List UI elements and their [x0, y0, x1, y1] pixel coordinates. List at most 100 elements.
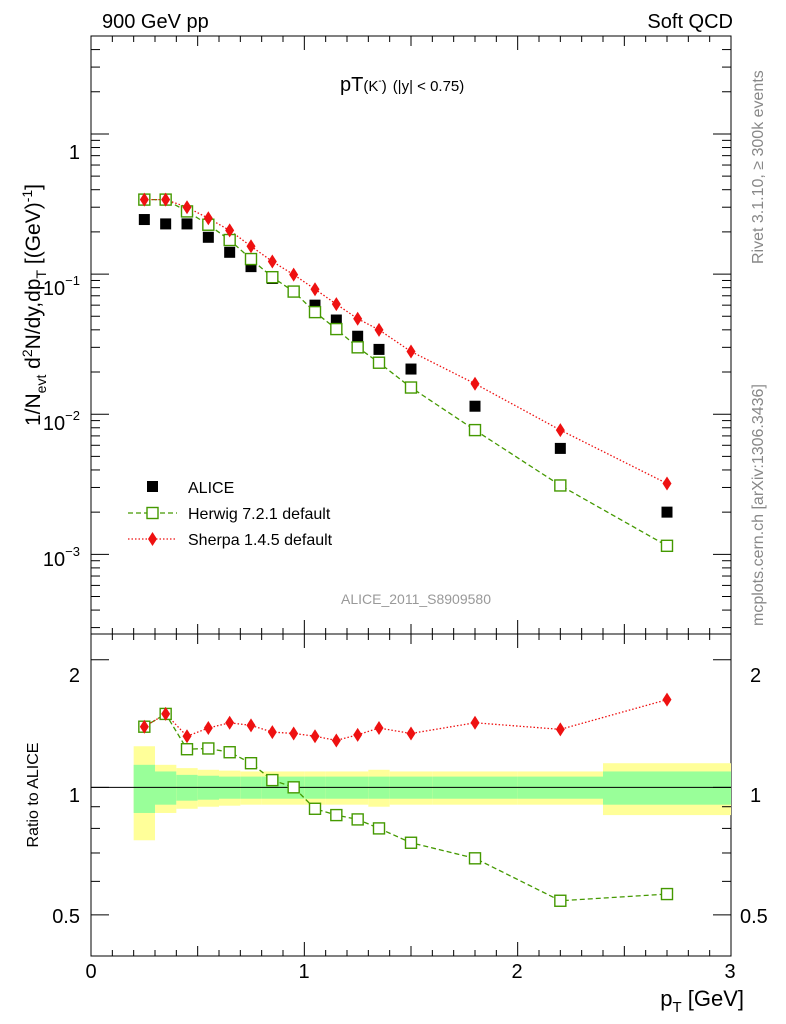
- ratio-point-sherpa: [289, 726, 299, 741]
- side-text-rivet: Rivet 3.1.10, ≥ 300k events: [750, 70, 767, 264]
- ytick-main-1e-1-exp: −1: [65, 273, 80, 288]
- main-plot-frame: [90, 35, 732, 635]
- series-lines: [143, 198, 668, 902]
- data-point-sherpa: [353, 311, 363, 326]
- data-point-sherpa: [203, 211, 213, 226]
- data-point-alice: [469, 400, 481, 412]
- ratio-point-sherpa: [470, 715, 480, 730]
- ytick-ratio-1-left: 1: [69, 785, 80, 807]
- ratio-point-herwig: [660, 887, 674, 901]
- title-main: pT: [340, 74, 363, 96]
- ratio-point-sherpa: [203, 721, 213, 736]
- ratio-point-sherpa: [353, 727, 363, 742]
- data-point-sherpa: [289, 267, 299, 282]
- title-cut: (|y| < 0.75): [393, 78, 465, 95]
- title-paren: (K: [363, 78, 378, 95]
- ratio-point-herwig: [287, 781, 300, 794]
- ytick-main-1e-2: 10−2: [43, 408, 80, 435]
- ytick-ratio-2-right: 2: [750, 665, 761, 687]
- data-point-sherpa: [225, 223, 235, 238]
- analysis-id: ALICE_2011_S8909580: [341, 591, 491, 607]
- ratio-point-herwig: [308, 802, 322, 815]
- series-line-herwig: [144, 198, 668, 547]
- data-point-herwig: [266, 270, 279, 284]
- ratio-band-inner: [155, 771, 177, 805]
- ratio-point-herwig: [223, 746, 236, 759]
- data-point-herwig: [244, 252, 258, 266]
- data-point-alice: [138, 214, 150, 226]
- legend-marker-sherpa: [148, 532, 157, 546]
- data-point-sherpa: [470, 376, 480, 391]
- data-point-herwig: [554, 479, 567, 492]
- ytick-ratio-2-left: 2: [69, 665, 80, 687]
- ytick-ratio-1-right: 1: [750, 785, 761, 807]
- side-text-mcplots: mcplots.cern.ch [arXiv:1306.3436]: [750, 384, 767, 626]
- data-point-herwig: [351, 341, 364, 354]
- data-point-alice: [202, 231, 214, 243]
- header-right: Soft QCD: [647, 11, 733, 33]
- data-point-sherpa: [310, 282, 320, 297]
- x-axis-label-p: p: [660, 986, 672, 1011]
- data-point-herwig: [660, 539, 674, 553]
- x-axis-label-unit: [GeV]: [682, 986, 744, 1011]
- data-point-alice: [661, 506, 673, 518]
- data-point-herwig: [468, 423, 482, 437]
- data-point-alice: [245, 261, 257, 273]
- data-point-sherpa: [374, 322, 384, 337]
- data-point-herwig: [330, 322, 343, 336]
- legend-label-sherpa: Sherpa 1.4.5 default: [188, 532, 333, 549]
- ratio-point-sherpa: [555, 722, 565, 737]
- data-point-sherpa: [139, 192, 149, 207]
- data-point-sherpa: [555, 423, 565, 438]
- xtick-3: 3: [724, 961, 735, 983]
- ratio-point-herwig: [351, 813, 364, 826]
- header-left: 900 GeV pp: [102, 11, 209, 33]
- data-point-sherpa: [406, 344, 416, 359]
- ytick-main-1e-1: 10−1: [43, 273, 80, 300]
- y-axis-label-b: d: [22, 357, 45, 375]
- ratio-point-herwig: [244, 757, 258, 770]
- ratio-point-sherpa: [225, 715, 235, 730]
- data-point-sherpa: [267, 254, 277, 269]
- y-axis-label-e: ]: [22, 184, 45, 190]
- y-axis-label-subT: T: [33, 270, 49, 279]
- series-line-sherpa: [144, 198, 668, 485]
- legend-marker-herwig: [146, 506, 159, 520]
- ratio-line-sherpa: [143, 699, 668, 742]
- data-point-alice: [554, 442, 566, 454]
- title-close: ): [382, 78, 387, 95]
- ytick-main-1: 1: [69, 142, 80, 164]
- ratio-point-herwig: [372, 822, 386, 835]
- y-axis-label-sup2: 2: [19, 349, 35, 357]
- data-point-alice: [309, 299, 321, 311]
- data-point-herwig: [287, 285, 300, 298]
- y-axis-label-a: 1/N: [22, 393, 45, 426]
- data-point-sherpa: [161, 192, 171, 207]
- y-axis-label-evt: evt: [33, 375, 49, 394]
- ytick-main-1e-3: 10−3: [43, 544, 80, 571]
- legend-label-herwig: Herwig 7.2.1 default: [188, 506, 331, 523]
- ratio-point-sherpa: [662, 692, 672, 707]
- y-axis-label-supm1: -1: [19, 190, 35, 203]
- data-point-sherpa: [246, 239, 256, 254]
- data-point-sherpa: [182, 200, 192, 215]
- legend-label-alice: ALICE: [188, 480, 234, 497]
- y-axis-label-d: [(GeV): [22, 202, 45, 270]
- ratio-point-herwig: [330, 808, 343, 822]
- ratio-point-sherpa: [267, 725, 277, 740]
- data-point-alice: [160, 218, 172, 230]
- ratio-band-inner: [133, 764, 155, 813]
- ratio-point-sherpa: [139, 719, 149, 734]
- ratio-point-herwig: [180, 743, 194, 756]
- plot-title: pT(K-) (|y| < 0.75): [340, 74, 464, 96]
- ratio-point-sherpa: [406, 726, 416, 741]
- ytick-main-1e-1-base: 10: [43, 278, 65, 300]
- ratio-band-inner: [603, 771, 731, 805]
- ytick-ratio-05-right: 0.5: [740, 906, 768, 928]
- ratio-point-sherpa: [161, 706, 171, 721]
- y-axis-label-c: N/dy,dp: [22, 279, 45, 350]
- data-point-herwig: [308, 305, 322, 319]
- legend-marker-alice: [147, 481, 158, 492]
- ratio-line-herwig: [143, 713, 668, 902]
